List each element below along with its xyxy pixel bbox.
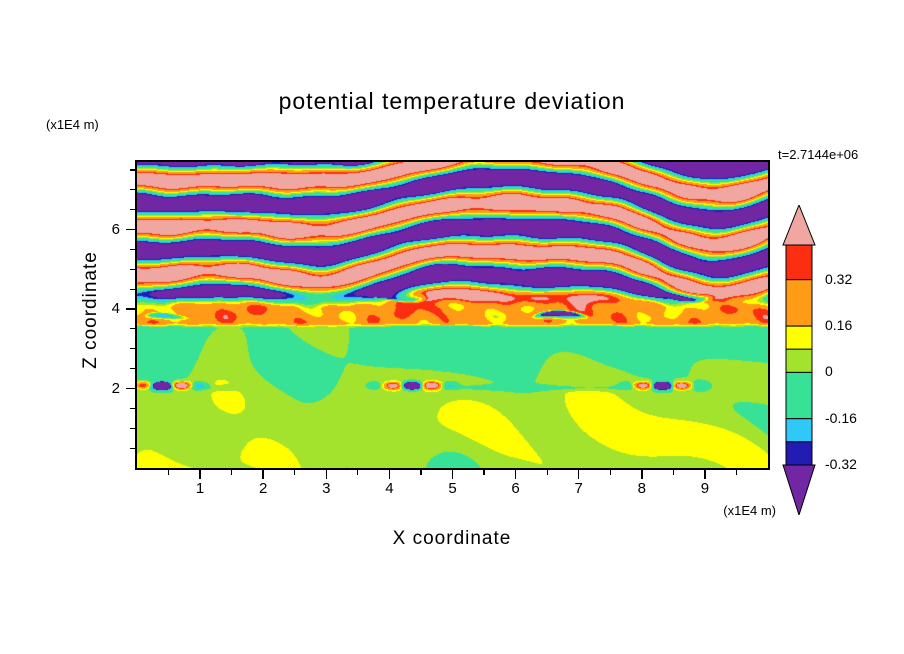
time-annotation: t=2.7144e+06 — [778, 147, 859, 162]
x-minor-tick — [735, 470, 738, 475]
z-major-tick — [126, 387, 135, 390]
x-major-tick — [704, 470, 706, 479]
x-major-tick — [577, 470, 580, 479]
x-minor-tick — [483, 470, 485, 475]
colorbar-label: -0.16 — [825, 409, 857, 426]
z-minor-tick — [130, 268, 135, 270]
contour-field-canvas — [137, 162, 768, 468]
x-minor-tick — [294, 470, 296, 475]
z-minor-tick — [130, 407, 135, 409]
x-tick-label: 5 — [448, 480, 457, 497]
z-tick-label: 2 — [111, 379, 120, 397]
x-minor-tick — [546, 470, 548, 475]
plot-frame — [135, 160, 770, 470]
colorbar — [781, 203, 904, 517]
x-minor-tick — [231, 470, 233, 475]
colorbar-label: 0 — [825, 363, 833, 380]
x-tick-label: 8 — [637, 480, 646, 497]
z-minor-tick — [130, 248, 135, 251]
z-tick-label: 6 — [111, 220, 120, 238]
x-major-tick — [325, 470, 328, 479]
x-tick-label: 1 — [195, 480, 205, 497]
colorbar-down-arrow — [782, 464, 816, 517]
x-minor-tick — [357, 470, 359, 475]
x-minor-tick — [609, 470, 611, 475]
z-minor-tick — [130, 348, 135, 350]
colorbar-label: 0.16 — [825, 317, 853, 334]
x-major-tick — [451, 470, 454, 479]
colorbar-label: 0.32 — [825, 270, 853, 287]
x-tick-label: 9 — [700, 480, 710, 497]
colorbar-svg — [782, 203, 816, 517]
x-major-tick — [514, 470, 517, 479]
x-axis-unit: (x1E4 m) — [723, 503, 776, 518]
z-tick-label: 4 — [111, 300, 120, 318]
z-minor-tick — [130, 288, 135, 290]
z-minor-tick — [130, 189, 135, 191]
x-major-tick — [388, 470, 391, 479]
z-major-tick — [126, 228, 135, 231]
z-minor-tick — [130, 427, 135, 429]
x-axis-label: X coordinate — [392, 528, 512, 549]
x-major-tick — [641, 470, 643, 479]
colorbar-up-arrow — [782, 203, 816, 246]
x-tick-label: 6 — [511, 480, 520, 497]
x-major-tick — [262, 470, 264, 479]
z-minor-tick — [130, 209, 135, 211]
z-axis-unit: (x1E4 m) — [46, 117, 99, 132]
z-minor-tick — [130, 447, 135, 449]
x-minor-tick — [167, 470, 170, 475]
z-minor-tick — [130, 368, 135, 370]
x-major-tick — [199, 470, 201, 479]
x-tick-label: 4 — [385, 480, 394, 497]
x-tick-label: 2 — [259, 480, 268, 497]
x-tick-label: 3 — [322, 480, 331, 497]
chart-title: potential temperature deviation — [278, 88, 626, 114]
x-minor-tick — [672, 470, 674, 475]
z-minor-tick — [130, 169, 135, 171]
colorbar-label: -0.32 — [825, 456, 857, 472]
x-tick-label: 7 — [574, 480, 583, 497]
x-minor-tick — [420, 470, 422, 475]
z-major-tick — [126, 308, 135, 310]
z-minor-tick — [130, 328, 135, 330]
